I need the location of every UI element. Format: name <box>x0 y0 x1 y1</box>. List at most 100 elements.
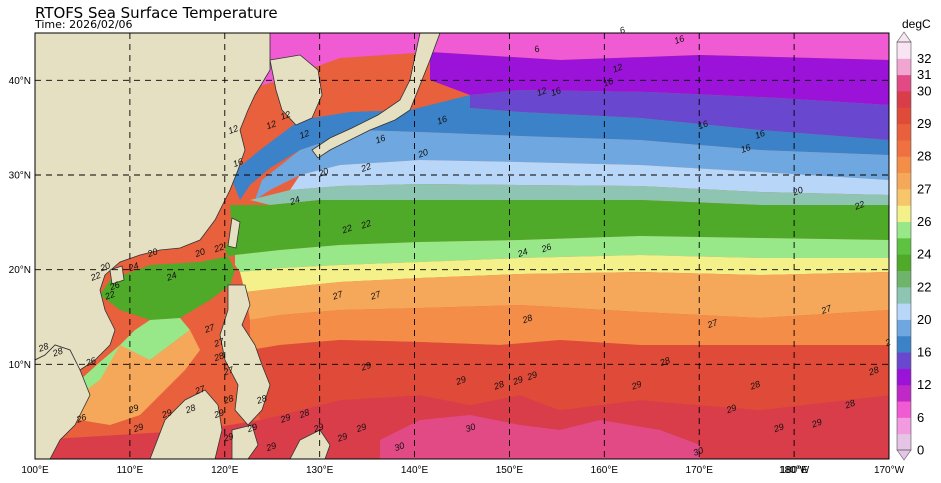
y-tick-label: 10°N <box>9 360 31 371</box>
contour-label: 16 <box>753 128 766 141</box>
colorbar-segment <box>897 368 911 386</box>
colorbar-extend-max <box>896 31 912 43</box>
contour-label: 29 <box>525 369 539 382</box>
x-tick-label: 150°E <box>496 465 524 476</box>
colorbar-segment <box>897 384 911 402</box>
band-orange <box>250 305 889 350</box>
band-orange-light <box>70 272 889 425</box>
contour-label: 28 <box>658 355 672 368</box>
colorbar-segment <box>897 156 911 174</box>
contour-label: 28 <box>866 365 880 378</box>
contour-label: 20 <box>145 246 159 259</box>
contour-label: 6 <box>533 44 541 55</box>
contour-label: 29 <box>629 379 643 392</box>
colorbar-tick-label: 24 <box>917 247 931 262</box>
contour-label: 27 <box>819 303 834 317</box>
colorbar-tick-label: 31 <box>917 67 931 82</box>
contour-label: 28 <box>36 341 50 354</box>
band-red-center <box>250 340 889 420</box>
contour-label: 29 <box>264 440 278 453</box>
colorbar-tick-label: 28 <box>917 149 931 164</box>
contour-label: 29 <box>809 417 823 430</box>
colorbar-frame <box>896 41 912 451</box>
contour-label: 27 <box>221 364 236 378</box>
band-blue <box>230 95 889 200</box>
x-tick-label: 140°E <box>401 465 429 476</box>
colorbar-segment <box>897 188 911 206</box>
colorbar-segment <box>897 254 911 271</box>
contour-label: 20 <box>790 185 804 198</box>
contour-label: 29 <box>354 421 368 434</box>
land-sulawesi <box>231 424 259 459</box>
land-taiwan <box>227 217 241 249</box>
contour-label: 28 <box>183 402 197 415</box>
colorbar-segment <box>897 107 911 125</box>
contour-label: 16 <box>602 76 615 89</box>
colorbar-segment <box>897 352 911 369</box>
contour-label: 22 <box>88 270 102 283</box>
contour-label: 6 <box>618 25 626 36</box>
band-violet <box>470 90 889 140</box>
contour-label: 28 <box>212 350 226 363</box>
colorbar-tick-label: 6 <box>917 410 924 425</box>
contour-label: 27 <box>368 288 383 302</box>
colorbar-tick-label: 32 <box>917 51 931 66</box>
colorbar-segment <box>897 74 911 92</box>
land-borneo <box>149 389 223 459</box>
contour-label: 26 <box>84 355 98 368</box>
band-purple <box>430 52 889 105</box>
contour-label: 12 <box>227 123 240 136</box>
colorbar-segment <box>897 139 911 157</box>
colorbar-segment <box>897 286 911 304</box>
x-tick-label: 120°E <box>211 465 239 476</box>
contour-label: 29 <box>454 374 468 387</box>
band-pink-warm <box>380 415 700 459</box>
band-lightblue <box>255 130 889 200</box>
contour-label: 16 <box>673 33 686 46</box>
contour-label: 16 <box>697 118 710 131</box>
colorbar-segment <box>897 123 911 141</box>
band-paleblue <box>290 160 889 195</box>
contour-label: 12 <box>279 109 292 122</box>
contour-label: 29 <box>771 421 785 434</box>
land-indochina <box>35 344 91 459</box>
x-tick-label: 110°E <box>117 465 144 476</box>
x-tick-label: 100°E <box>21 465 49 476</box>
contour-label: 24 <box>288 194 302 207</box>
colorbar-unit-label: degC <box>902 17 931 31</box>
contour-label: 29 <box>311 421 325 434</box>
contour-label: 16 <box>739 142 752 155</box>
x-tick-label: 160°E <box>591 465 619 476</box>
colorbar-segment <box>897 58 911 76</box>
colorbar-tick-label: 16 <box>917 345 931 360</box>
contour-label: 29 <box>335 431 349 444</box>
colorbar-segment <box>897 172 911 190</box>
contour-label: 29 <box>278 412 292 425</box>
colorbar-segment <box>897 401 911 418</box>
contour-label: 28 <box>748 379 762 392</box>
contour-label: 29 <box>159 407 173 420</box>
y-axis: 10°N 20°N 30°N 40°N <box>9 76 31 371</box>
contour-label: 22 <box>359 161 373 174</box>
plot-frame <box>34 32 890 460</box>
contour-label: 16 <box>374 133 387 146</box>
contour-label: 24 <box>164 270 178 283</box>
colorbar-tick-label: 12 <box>917 377 931 392</box>
colorbar-segment <box>897 237 911 255</box>
contour-label: 22 <box>359 218 373 231</box>
graticule <box>35 33 889 459</box>
x-axis: 100°E 110°E 120°E 130°E 140°E 150°E 160°E 170°E… <box>21 465 904 476</box>
contour-label: 16 <box>549 85 562 98</box>
band-lightgreen <box>60 236 889 410</box>
colorbar-segment <box>897 270 911 288</box>
contour-label: 22 <box>103 289 117 302</box>
contour-label: 26 <box>107 279 121 292</box>
contour-label: 29 <box>131 421 145 434</box>
contour-label: 29 <box>212 407 226 420</box>
colorbar-segment <box>897 42 911 59</box>
colorbar-extend-min <box>896 449 912 461</box>
colorbar-segment <box>897 303 911 320</box>
